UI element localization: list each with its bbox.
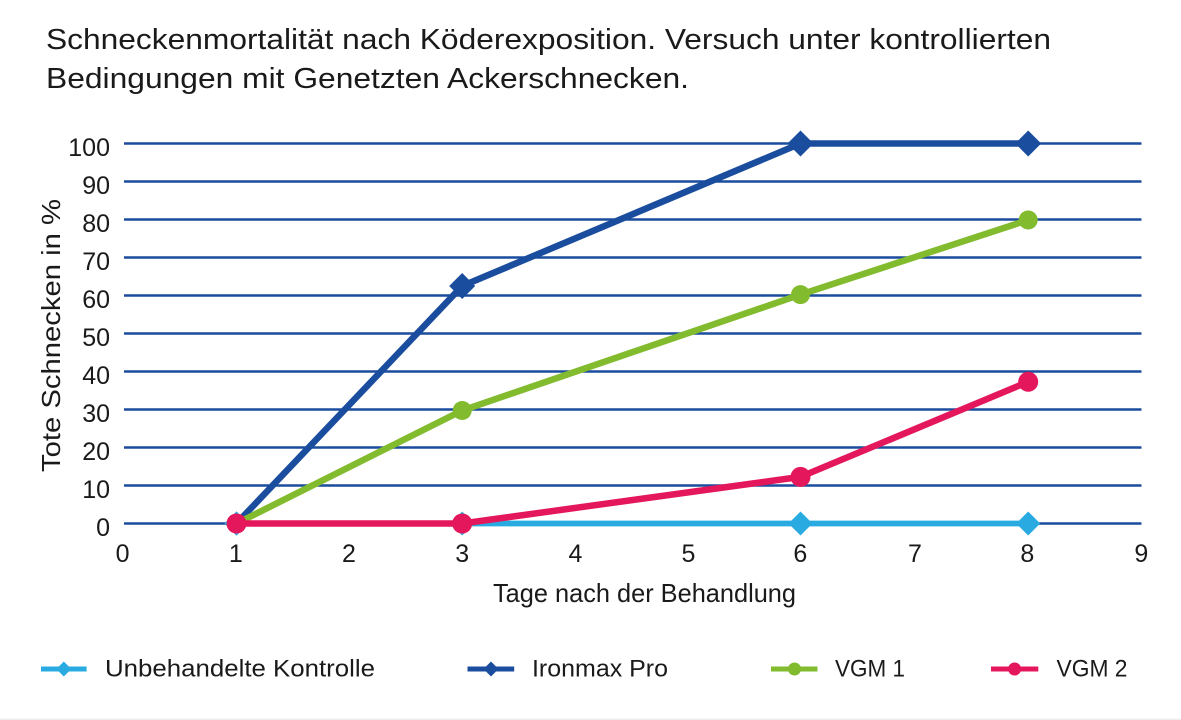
svg-text:Unbehandelte Kontrolle: Unbehandelte Kontrolle [105,656,375,683]
svg-text:5: 5 [682,540,696,568]
svg-text:0: 0 [116,540,130,568]
svg-text:9: 9 [1134,540,1148,568]
svg-text:6: 6 [793,540,807,568]
svg-text:2: 2 [342,540,356,568]
svg-text:20: 20 [82,438,110,466]
svg-text:7: 7 [908,540,922,568]
svg-text:4: 4 [568,540,582,568]
svg-text:40: 40 [82,362,110,390]
svg-text:VGM 2: VGM 2 [1057,656,1128,683]
svg-text:Bedingungen mit Genetzten Acke: Bedingungen mit Genetzten Ackerschnecken… [46,63,689,95]
svg-text:VGM 1: VGM 1 [835,656,905,683]
svg-text:10: 10 [82,476,110,504]
svg-text:1: 1 [229,540,243,568]
svg-text:60: 60 [82,286,110,314]
svg-text:8: 8 [1020,540,1034,568]
svg-text:80: 80 [82,210,110,238]
svg-text:0: 0 [96,514,110,542]
svg-text:Tage nach der Behandlung: Tage nach der Behandlung [493,578,796,608]
svg-text:30: 30 [82,400,110,428]
svg-text:90: 90 [82,172,110,200]
svg-text:Ironmax Pro: Ironmax Pro [532,656,668,683]
svg-text:70: 70 [82,248,110,276]
svg-text:Schneckenmortalität nach Köder: Schneckenmortalität nach Köderexposition… [46,24,1051,56]
svg-text:100: 100 [68,134,110,162]
svg-text:3: 3 [455,540,469,568]
svg-text:Tote Schnecken in %: Tote Schnecken in % [36,199,66,472]
svg-text:50: 50 [82,324,110,352]
